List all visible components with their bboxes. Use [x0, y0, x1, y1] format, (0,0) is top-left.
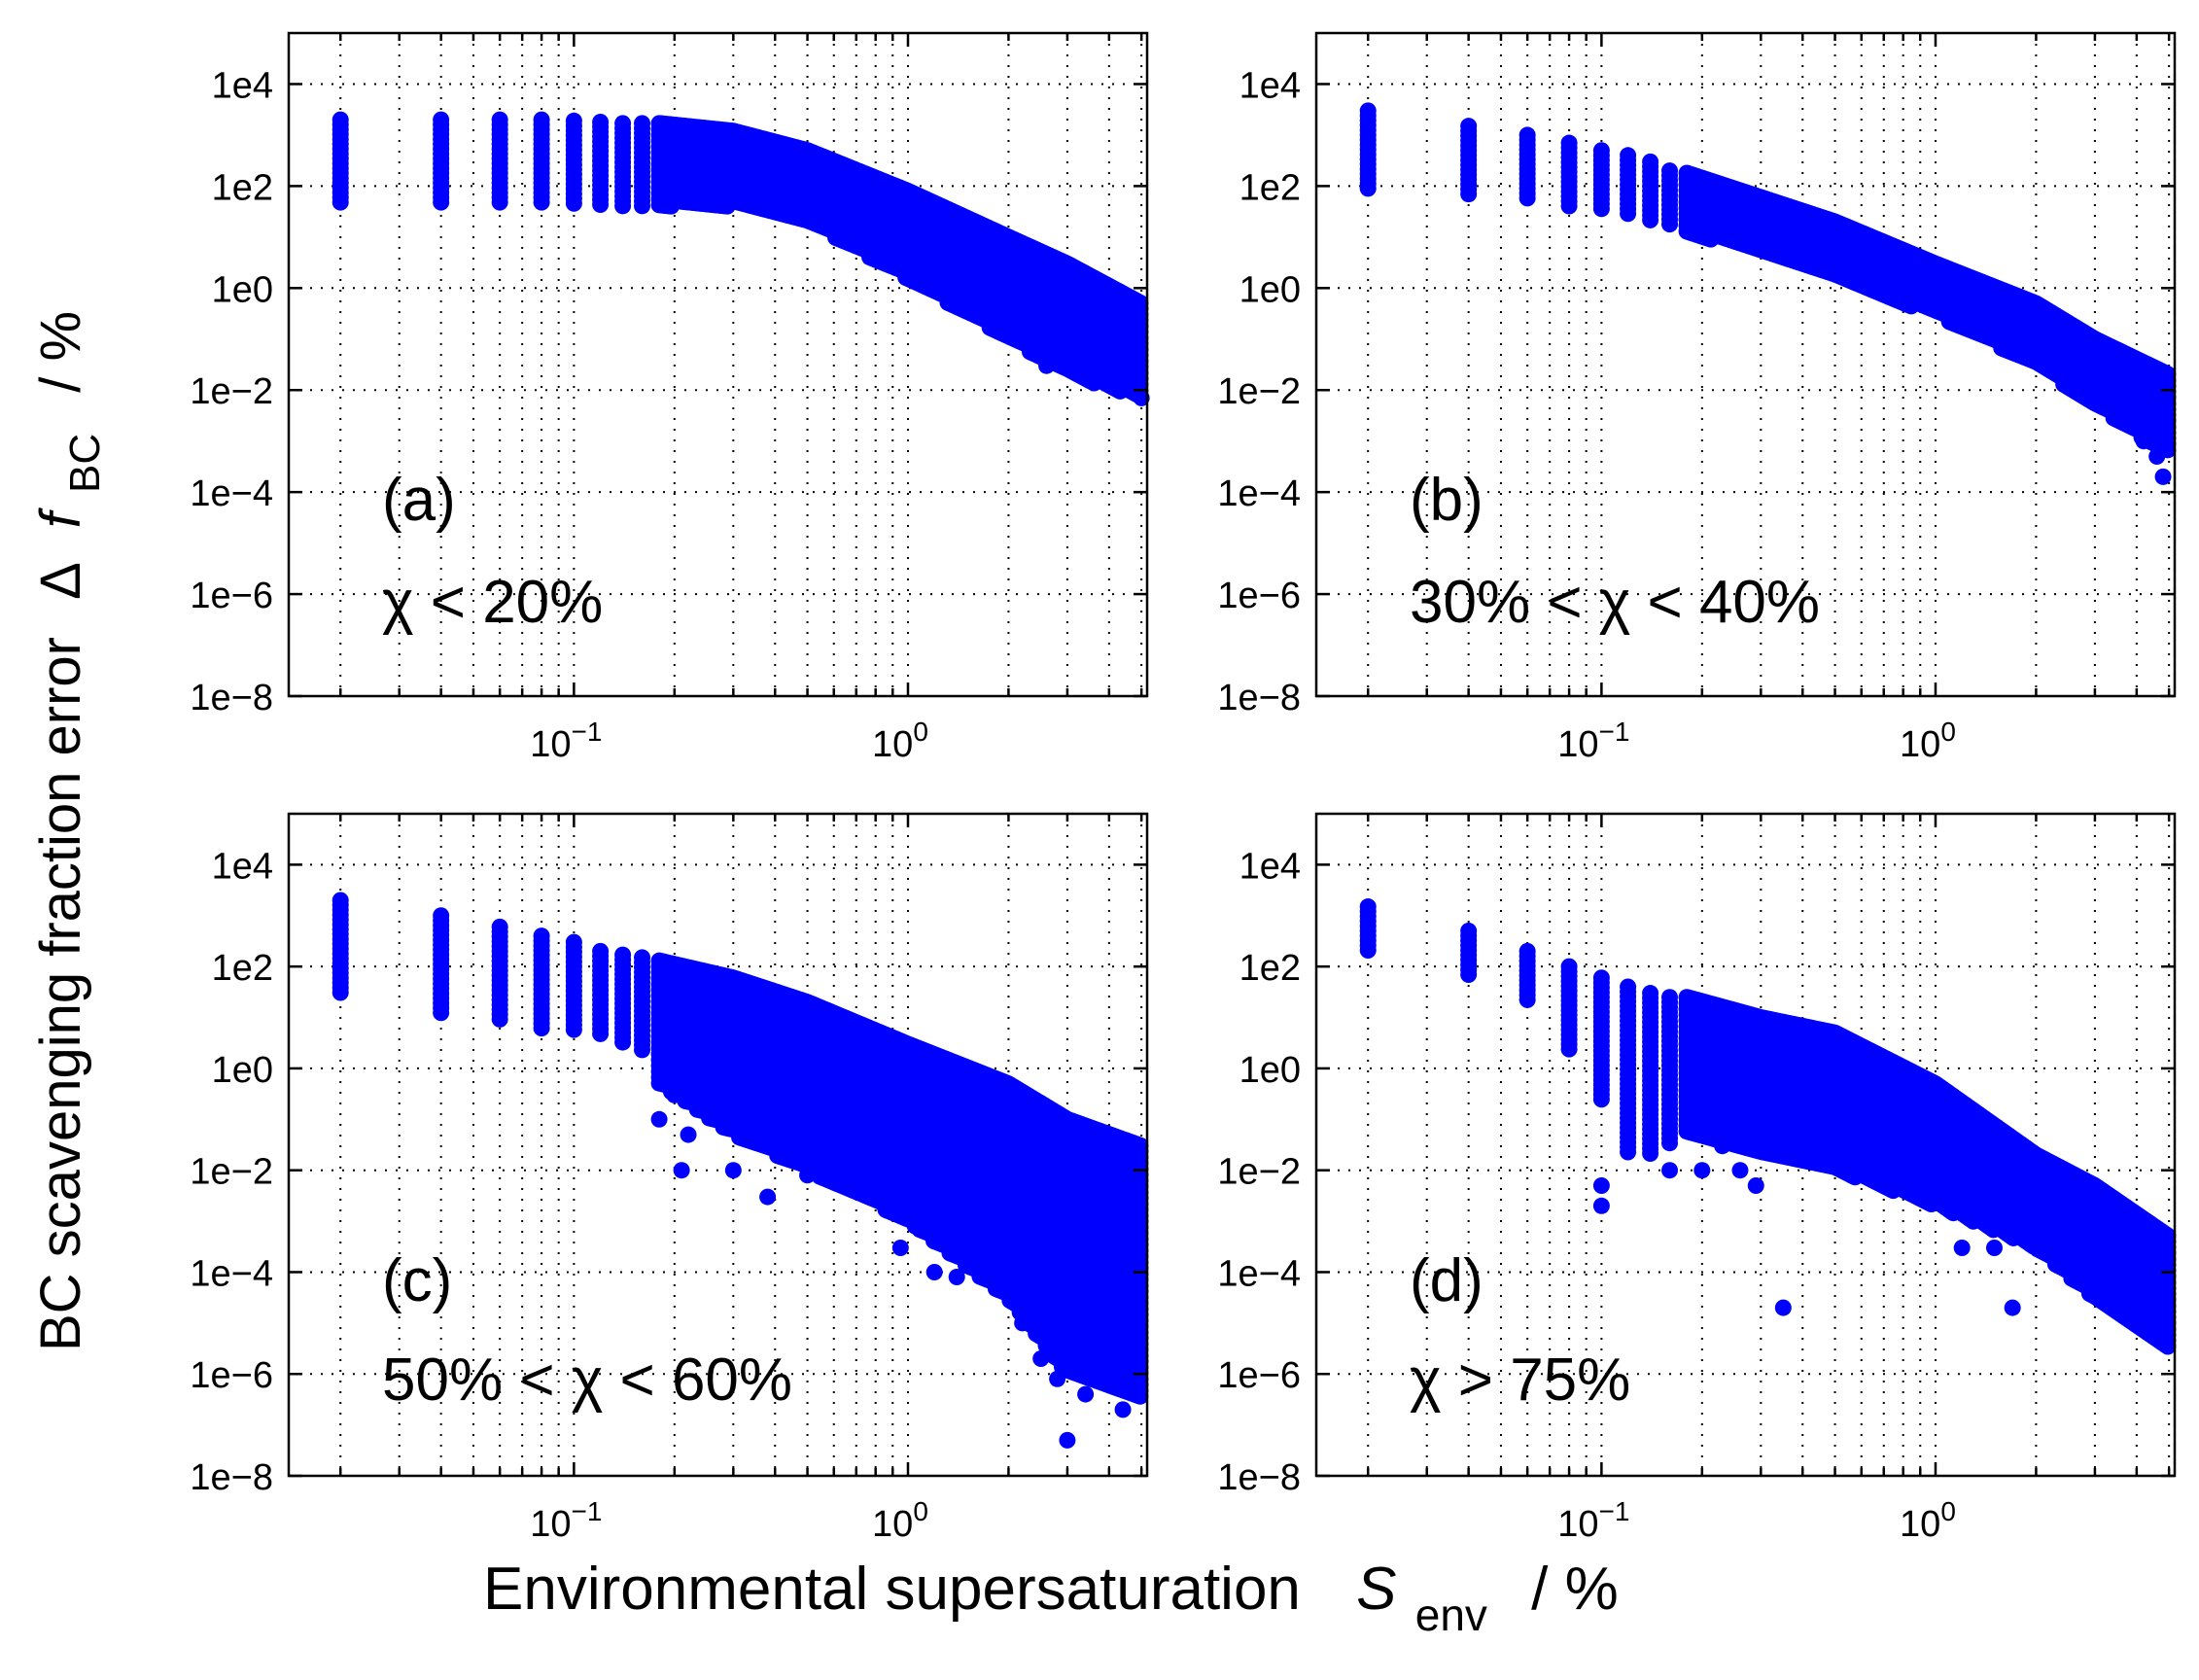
data-point [1518, 190, 1536, 207]
data-point [634, 197, 651, 215]
data-point [1359, 180, 1377, 197]
x-tick-base: 10 [530, 724, 571, 765]
y-tick-label: 1e2 [212, 167, 273, 208]
y-tick-label: 1e−6 [190, 576, 273, 616]
x-tick-base: 10 [872, 724, 913, 765]
x-tick-exponent: −1 [572, 717, 603, 747]
data-point [1642, 211, 1659, 228]
y-tick-label: 1e−4 [190, 473, 273, 514]
y-tick-label: 1e0 [212, 269, 273, 310]
panel-label: (a) [382, 467, 456, 534]
data-point [1661, 216, 1679, 233]
data-series [332, 111, 1150, 406]
data-point [1460, 186, 1478, 203]
data-point [332, 193, 349, 211]
y-tick-label: 1e−2 [190, 371, 273, 412]
data-point-outlier [1038, 357, 1056, 374]
data-point [1620, 205, 1637, 223]
data-point [1592, 200, 1610, 218]
data-point [533, 193, 550, 211]
panel-condition: χ < 20% [382, 569, 603, 636]
data-point [614, 197, 632, 215]
data-point [1560, 197, 1578, 215]
data-point [433, 193, 450, 211]
y-tick-label: 1e−8 [190, 678, 273, 718]
data-point [565, 194, 582, 212]
y-tick-label: 1e4 [212, 65, 273, 106]
x-tick-exponent: 0 [913, 717, 928, 747]
data-point [491, 193, 508, 211]
data-point [592, 196, 610, 214]
